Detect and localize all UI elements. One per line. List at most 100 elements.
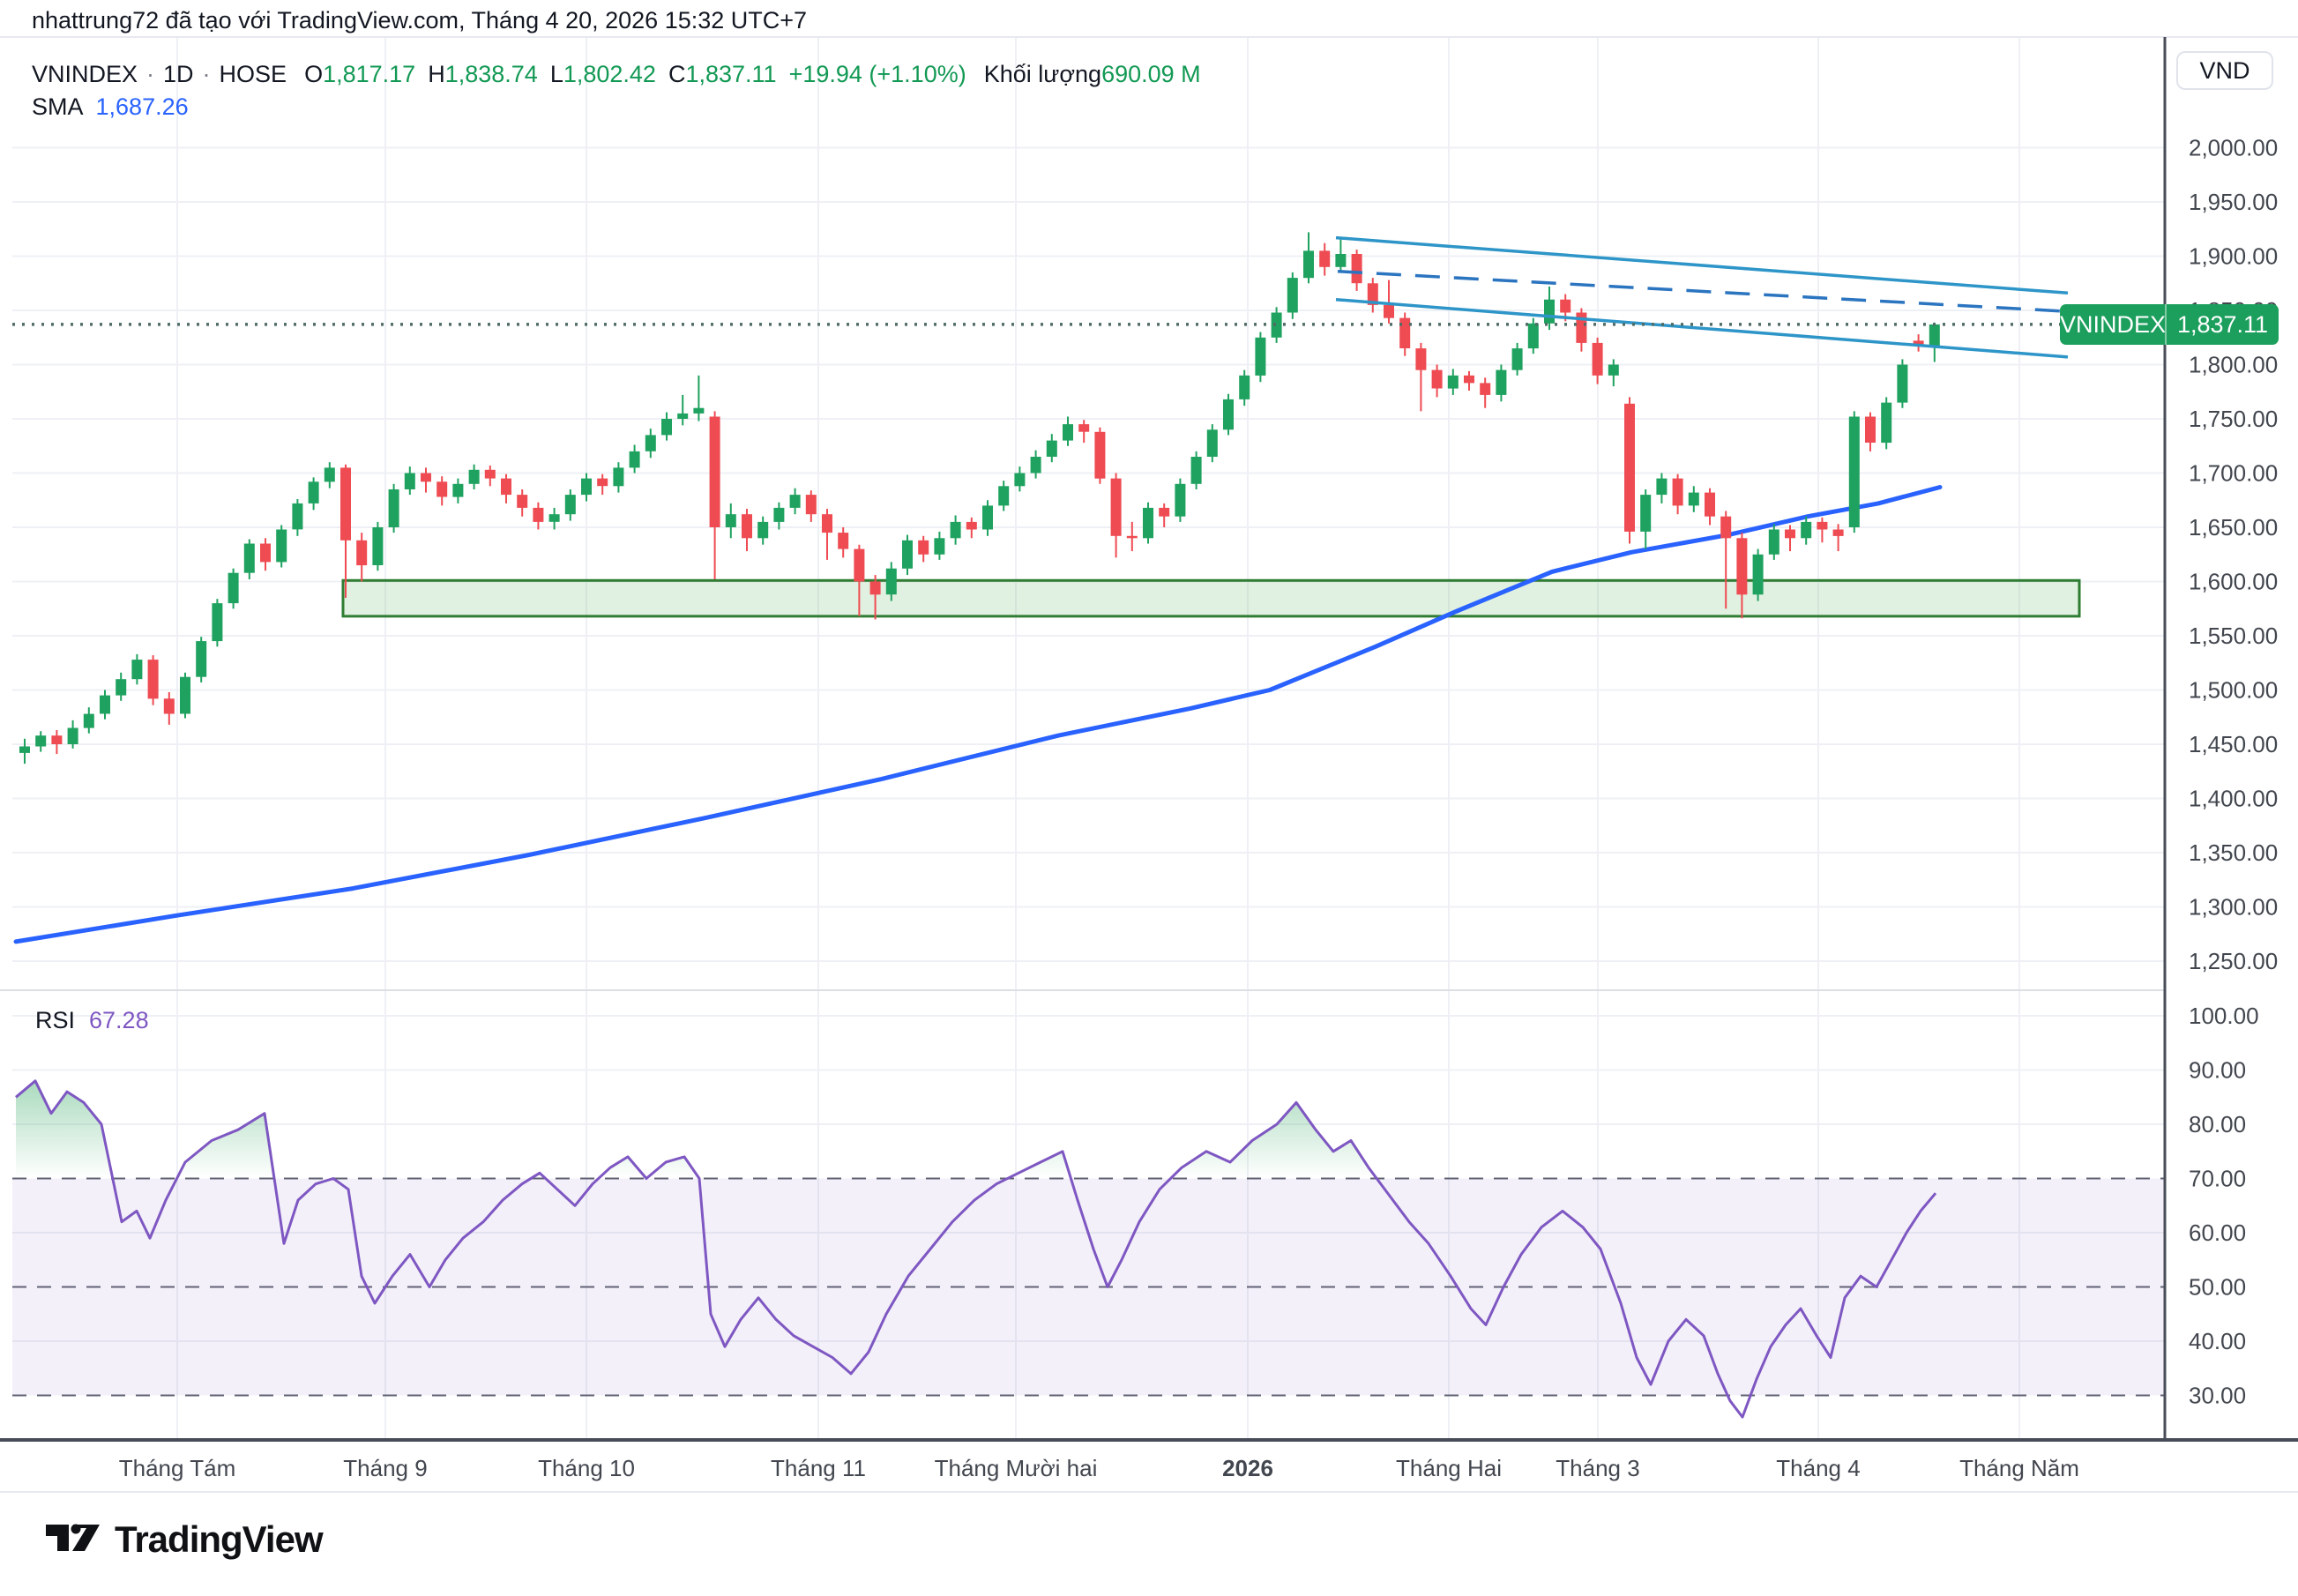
candle-body: [1431, 369, 1443, 389]
candle-body: [1190, 457, 1202, 484]
candle-body: [1608, 364, 1619, 376]
price-tick-label: 1,300.00: [2189, 894, 2278, 921]
low-value: 1,802.42: [563, 61, 656, 87]
trendline-solid: [1335, 235, 2069, 295]
candle-body: [421, 473, 431, 482]
candle-body: [1560, 299, 1571, 313]
candle-body: [1094, 431, 1106, 479]
candle-body: [35, 735, 47, 747]
rsi-value: 67.28: [89, 1007, 149, 1033]
month-label: Tháng Hai: [1396, 1455, 1502, 1481]
candle-body: [1801, 521, 1812, 539]
candle-body: [533, 507, 544, 522]
high-label: H: [428, 61, 445, 87]
candle-body: [100, 695, 110, 714]
support-zone[interactable]: [341, 578, 2081, 618]
month-label: Tháng 11: [771, 1455, 866, 1481]
rsi-tick-label: 40.00: [2189, 1328, 2246, 1354]
candle-body: [661, 419, 672, 436]
candle-body: [1672, 478, 1683, 506]
volume-label: Khối lượng: [983, 61, 1102, 87]
trendline-solid: [1335, 297, 2069, 359]
separator-dot: ·: [146, 61, 155, 87]
price-tick-label: 1,250.00: [2189, 948, 2278, 974]
candle-body: [260, 543, 271, 563]
price-tick-label: 1,450.00: [2189, 731, 2278, 757]
candle-body: [742, 514, 752, 539]
volume-value: 690.09 M: [1101, 61, 1201, 87]
candle-body: [1206, 429, 1218, 457]
rsi-legend[interactable]: RSI 67.28: [35, 1007, 149, 1034]
candle-body: [1688, 492, 1699, 506]
trendline-dashed: [1337, 269, 2069, 313]
candle-body: [388, 489, 399, 527]
badge-divider: [2165, 304, 2167, 345]
rsi-tick-label: 80.00: [2189, 1111, 2246, 1137]
candle-body: [1223, 399, 1234, 430]
candle-body: [19, 746, 30, 753]
candle-body: [1881, 402, 1892, 444]
separator-dot: ·: [202, 61, 211, 87]
candle-body: [1367, 283, 1378, 305]
month-gridlines: [176, 37, 2020, 1440]
rsi-line[interactable]: [15, 1079, 1937, 1419]
candle-body: [452, 483, 464, 497]
candle-body: [1447, 375, 1459, 389]
time-axis[interactable]: Tháng Tám Tháng 9 Tháng 10 Tháng 11 Tháng Mư…: [119, 1455, 2079, 1481]
candle-body: [292, 503, 303, 530]
badge-price: 1,837.11: [2176, 310, 2269, 338]
tradingview-logo[interactable]: TradingView: [44, 1518, 324, 1561]
candle-body: [1720, 516, 1732, 539]
month-label: Tháng Mười hai: [935, 1455, 1098, 1481]
currency-button[interactable]: VND: [2176, 51, 2273, 90]
price-tick-label: 1,400.00: [2189, 786, 2278, 812]
month-label: Tháng 10: [538, 1455, 635, 1481]
candle-body: [1319, 250, 1331, 267]
candle-body: [1913, 340, 1924, 347]
candle-body: [1384, 304, 1394, 318]
close-value: 1,837.11: [685, 61, 777, 87]
candle-body: [51, 735, 63, 744]
candle-body: [1592, 342, 1603, 376]
candle-body: [1110, 478, 1122, 536]
candle-body: [934, 538, 945, 555]
price-tick-label: 1,800.00: [2189, 352, 2278, 378]
candle-body: [1817, 521, 1828, 530]
rsi-tick-label: 60.00: [2189, 1219, 2246, 1246]
candle-body: [67, 727, 78, 744]
candle-body: [436, 481, 448, 497]
rsi-band: [12, 1178, 2165, 1396]
candle-body: [1078, 424, 1090, 432]
candle-body: [243, 543, 255, 573]
price-tick-label: 1,900.00: [2189, 243, 2278, 270]
sma-legend[interactable]: SMA 1,687.26: [32, 93, 189, 121]
candle-body: [613, 467, 624, 487]
price-tick-label: 1,750.00: [2189, 406, 2278, 432]
currency-label: VND: [2199, 56, 2250, 84]
month-label: Tháng 3: [1556, 1455, 1639, 1481]
candle-body: [854, 548, 865, 582]
symbol-legend[interactable]: VNINDEX · 1D · HOSE O 1,817.17 H 1,838.7…: [32, 61, 1201, 88]
candle-body: [324, 467, 335, 482]
candle-body: [693, 407, 705, 414]
candle-body: [1014, 473, 1026, 487]
candle-body: [982, 505, 993, 530]
rsi-tick-label: 30.00: [2189, 1383, 2246, 1409]
candle-body: [517, 495, 528, 508]
candle-body: [1897, 364, 1908, 403]
candle-body: [805, 495, 817, 515]
price-tick-label: 1,650.00: [2189, 514, 2278, 541]
candle-body: [163, 698, 175, 714]
candle-body: [548, 514, 560, 522]
rsi-tick-label: 50.00: [2189, 1274, 2246, 1301]
rsi-tick-label: 100.00: [2189, 1003, 2259, 1029]
candle-body: [869, 581, 881, 595]
last-price-badge: VNINDEX 1,837.11: [2060, 304, 2279, 345]
candle-body: [1832, 529, 1844, 536]
sma-line[interactable]: [13, 485, 1943, 944]
candle-body: [918, 540, 929, 555]
trend-channel[interactable]: [1335, 235, 2069, 359]
candle-body: [308, 481, 319, 503]
candle-body: [1063, 424, 1073, 441]
